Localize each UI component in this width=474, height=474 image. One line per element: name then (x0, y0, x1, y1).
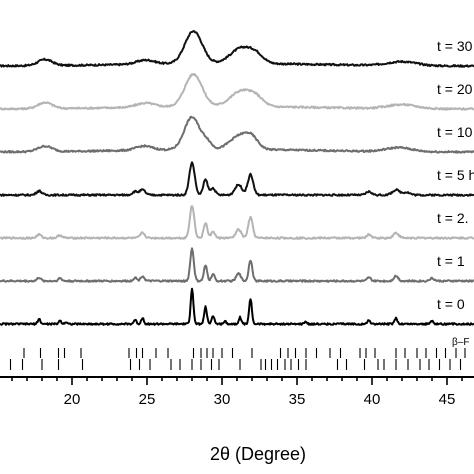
series-line-7 (0, 287, 474, 326)
x-axis-title: 2θ (Degree) (210, 444, 306, 464)
x-tick-label: 35 (289, 391, 306, 408)
series-line-3 (0, 115, 474, 154)
series-line-6 (0, 247, 474, 283)
series-label-4: t = 5 h (437, 167, 474, 183)
series-line-5 (0, 205, 474, 240)
series-label-1: t = 30 (437, 38, 473, 54)
series-label-2: t = 20 (437, 81, 473, 97)
series-label-7: t = 0 (437, 296, 465, 312)
reference-pattern-label: β–F (452, 337, 469, 348)
x-tick-label: 40 (364, 391, 381, 408)
series-line-2 (0, 73, 474, 111)
series-label-5: t = 2. (437, 210, 469, 226)
x-tick-label: 20 (64, 391, 81, 408)
x-tick-label: 45 (439, 391, 456, 408)
x-tick-label: 25 (139, 391, 156, 408)
series-label-6: t = 1 (437, 253, 465, 269)
series-line-4 (0, 161, 474, 197)
x-axis-ticks: 20 25 30 35 40 45 (11, 377, 463, 408)
series-label-3: t = 10 (437, 124, 473, 140)
reference-pattern-layer: β–F (9, 337, 469, 370)
x-tick-label: 30 (214, 391, 231, 408)
series-layer: t = 30 t = 20 t = 10 t = 5 h t = 2. t = 1 t = … (0, 30, 474, 326)
series-line-1 (0, 30, 474, 68)
